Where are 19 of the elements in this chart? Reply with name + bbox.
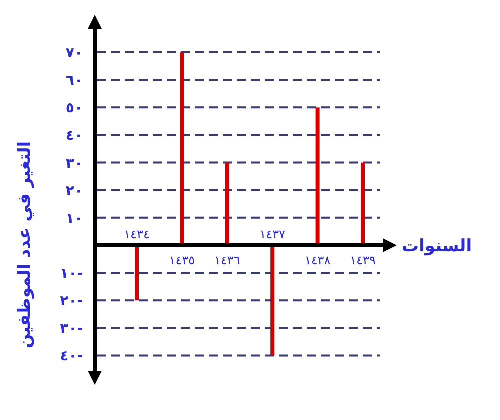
y-tick-label: ٣٠ [66,156,83,172]
x-tick-label: ١٤٣٧ [260,227,286,242]
y-tick-label: ٥٠ [66,100,83,117]
x-axis-title: السنوات [402,236,472,256]
y-tick-label: ٤٠- [60,348,84,365]
x-tick-label: ١٤٣٥ [169,253,196,268]
y-tick-label: ٦٠ [66,73,83,90]
y-tick-label: ٢٠- [60,294,84,310]
y-tick-label: ١٠- [60,266,84,282]
x-tick-label: ١٤٣٤ [124,227,150,242]
y-tick-label: ٧٠ [66,46,83,62]
x-tick-label: ١٤٣٨ [304,253,332,268]
y-tick-label: ١٠ [66,210,83,227]
y-tick-label: ٤٠ [66,128,83,144]
y-tick-label: ٣٠- [60,321,84,338]
x-tick-label: ١٤٣٩ [350,253,376,268]
y-axis-title: التغير في عدد الموظفين [15,141,35,349]
y-tick-label: ٢٠ [66,183,83,200]
x-tick-label: ١٤٣٦ [214,253,240,268]
